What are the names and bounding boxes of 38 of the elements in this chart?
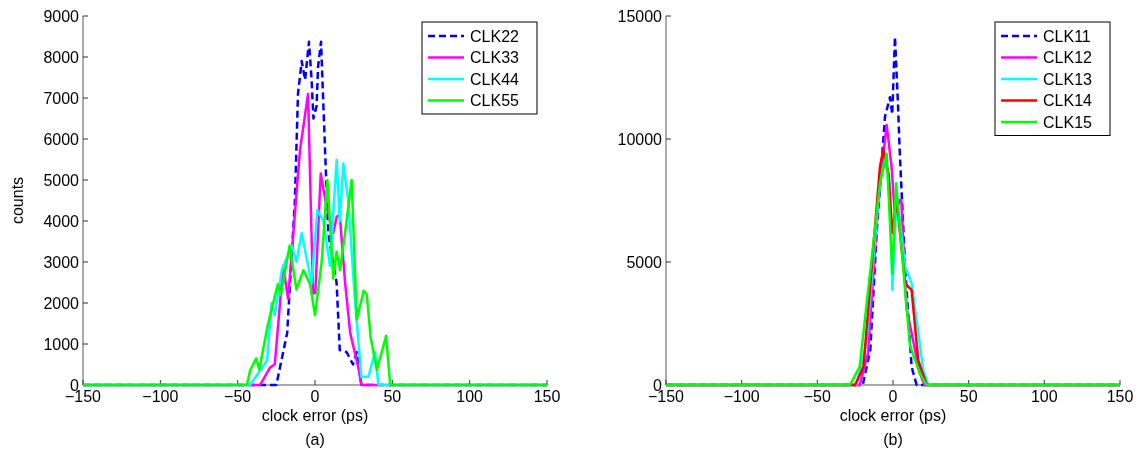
x-axis-title: clock error (ps) (839, 407, 947, 424)
x-tick-label: −100 (142, 388, 179, 405)
y-tick-label: 9000 (43, 7, 80, 25)
text: (a) (305, 431, 325, 448)
legend-label: CLK15 (1043, 113, 1093, 131)
y-axis-title: counts (9, 176, 26, 225)
legend-label: CLK33 (470, 49, 520, 67)
x-tick-label: 50 (959, 388, 978, 405)
y-tick-label: 1000 (43, 335, 80, 353)
y-tick-label: 5000 (626, 253, 663, 271)
y-tick-label: 5000 (43, 171, 80, 189)
x-axis-title: clock error (ps) (261, 407, 369, 424)
x-tick-label: 150 (533, 388, 561, 405)
y-tick-label: 10000 (617, 130, 663, 148)
y-tick-label: 6000 (43, 130, 80, 148)
legend-label: CLK22 (470, 27, 520, 45)
x-tick-label: −50 (224, 388, 252, 405)
x-tick-label: 50 (383, 388, 402, 405)
y-tick-label: 15000 (617, 7, 663, 25)
x-tick-label: −100 (723, 388, 760, 405)
y-tick-label: 8000 (43, 48, 80, 66)
x-tick-label: 0 (310, 388, 320, 405)
legend-label: CLK11 (1043, 27, 1091, 45)
legend-label: CLK14 (1043, 92, 1093, 110)
y-tick-label: 2000 (43, 294, 80, 312)
legend-label: CLK12 (1043, 49, 1093, 67)
text: (b) (883, 431, 903, 448)
x-tick-label: 0 (888, 388, 898, 405)
x-tick-label: −50 (803, 388, 832, 405)
x-tick-label: 150 (1106, 388, 1134, 405)
x-tick-label: 100 (456, 388, 484, 405)
legend-label: CLK13 (1043, 70, 1093, 88)
y-tick-label: 7000 (43, 89, 80, 107)
x-tick-label: 100 (1030, 388, 1058, 405)
y-tick-label: 4000 (43, 212, 80, 230)
legend-label: CLK55 (470, 92, 520, 110)
legend-label: CLK44 (470, 70, 520, 88)
y-tick-label: 3000 (43, 253, 80, 271)
